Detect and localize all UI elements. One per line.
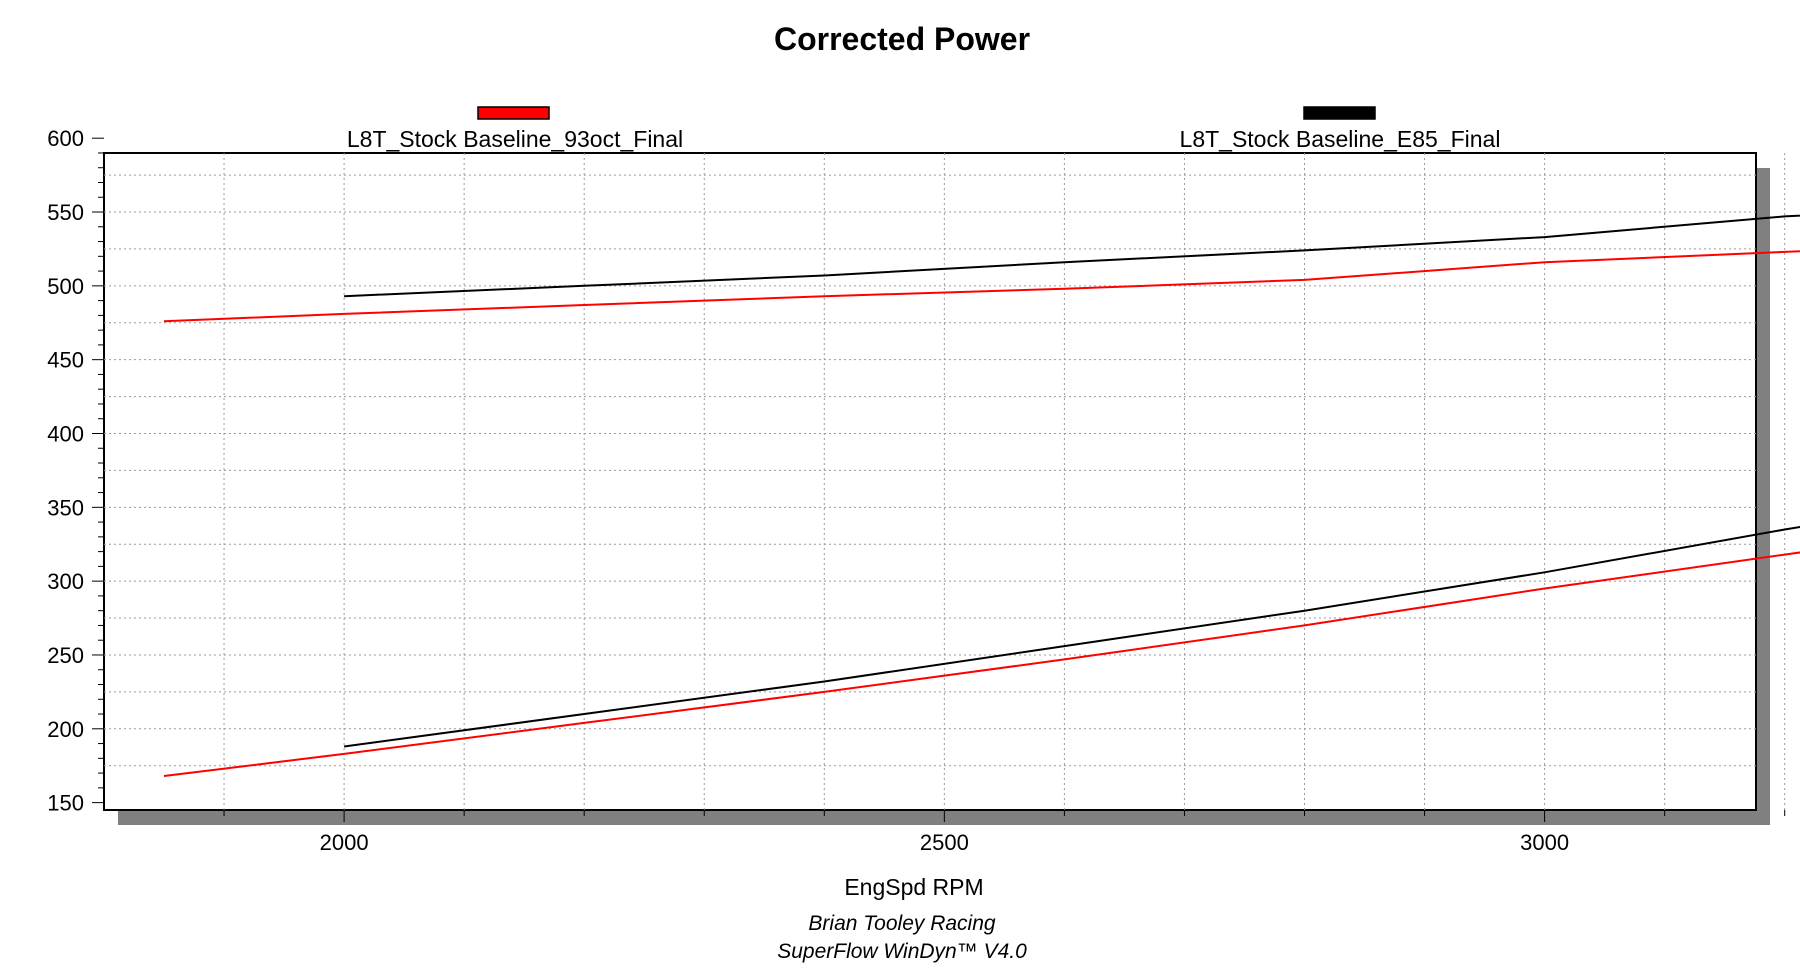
series-line-stptrq-93oct (163, 250, 1800, 323)
x-tick-label: 2500 (920, 830, 969, 855)
legend-swatch-93oct (477, 106, 550, 120)
chart-title: Corrected Power (774, 21, 1030, 57)
y-tick-label: 550 (47, 200, 84, 225)
y-tick-label: 400 (47, 421, 84, 446)
series-line-stptrq-e85 (344, 214, 1800, 298)
footer-line-2: SuperFlow WinDyn™ V4.0 (777, 940, 1027, 963)
y-tick-label: 500 (47, 274, 84, 299)
axes: 2000250030003500400045005000550060001502… (47, 126, 1786, 855)
y-tick-label: 600 (47, 126, 84, 151)
plot-area (103, 152, 1757, 811)
footer-line-1: Brian Tooley Racing (808, 912, 995, 935)
series-layer (163, 214, 1800, 777)
y-tick-label: 300 (47, 569, 84, 594)
series-line-stppwr-93oct (163, 551, 1800, 777)
legend-swatch-e85 (1303, 106, 1376, 120)
legend-label-93oct: L8T_Stock Baseline_93oct_Final (347, 126, 683, 152)
y-tick-label: 250 (47, 643, 84, 668)
x-tick-label: 3000 (1520, 830, 1569, 855)
y-tick-label: 450 (47, 348, 84, 373)
x-axis-label: EngSpd RPM (844, 874, 983, 900)
legend: L8T_Stock Baseline_93oct_Final L8T_Stock… (347, 106, 1501, 152)
legend-label-e85: L8T_Stock Baseline_E85_Final (1180, 126, 1501, 152)
y-tick-label: 150 (47, 791, 84, 816)
grid (104, 153, 1786, 810)
y-tick-label: 200 (47, 717, 84, 742)
y-tick-label: 350 (47, 495, 84, 520)
series-line-stppwr-e85 (343, 525, 1800, 748)
x-tick-label: 2000 (320, 830, 369, 855)
